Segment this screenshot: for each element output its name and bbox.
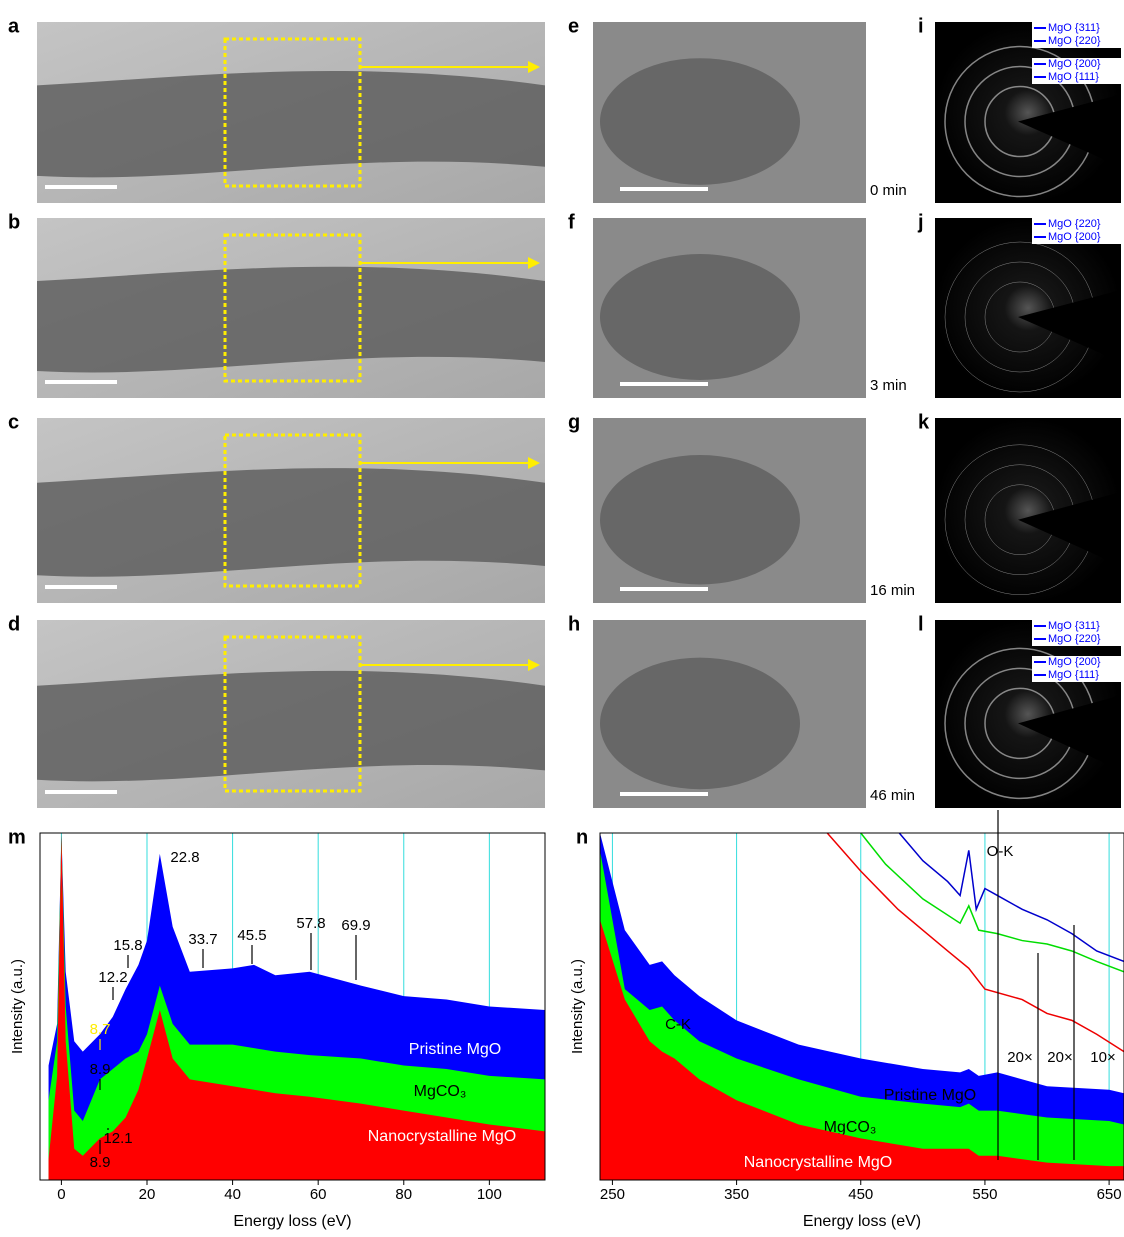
y-axis-label: Intensity (a.u.) [569,959,586,1054]
scale-bar [45,185,117,189]
x-tick-label: 0 [57,1186,65,1203]
scale-bar [620,587,708,591]
ring-label: MgO {311} [1048,22,1100,34]
scale-bar [45,380,117,384]
scale-bar [620,382,708,386]
scale-bar [620,187,708,191]
annotation: 8.7 [90,1021,111,1038]
annotation: 15.8 [113,937,142,954]
x-tick-label: 40 [224,1186,241,1203]
ring-label: MgO {311} [1048,620,1100,632]
annotation: 20× [1047,1049,1072,1066]
panel-label: l [918,613,924,635]
fiber [37,671,545,781]
annotation: 57.8 [296,915,325,932]
annotation: 69.9 [341,917,370,934]
ring-label: MgO {200} [1048,58,1101,70]
x-tick-label: 60 [310,1186,327,1203]
annotation: 12.1 [103,1130,132,1147]
annotation: 33.7 [188,931,217,948]
annotation: 22.8 [170,849,199,866]
series-label: Nanocrystalline MgO [368,1128,517,1145]
figure: ae0 miniMgO {311}MgO {220}MgO {200}MgO {… [0,0,1124,1232]
particle [600,58,800,185]
panel-label: d [8,613,20,635]
panel-label: f [568,211,575,233]
panel-label: i [918,15,924,37]
y-axis-label: Intensity (a.u.) [9,959,26,1054]
ring-label: MgO {200} [1048,656,1101,668]
scale-bar [45,585,117,589]
annotation: 45.5 [237,927,266,944]
panel-label: a [8,15,20,37]
annotation: 8.9 [90,1154,111,1171]
panel-label: h [568,613,580,635]
panel-label: g [568,411,580,433]
ring-label: MgO {220} [1048,633,1101,645]
x-axis-label: Energy loss (eV) [233,1213,351,1230]
x-tick-label: 20 [139,1186,156,1203]
particle [600,658,800,790]
ring-label: MgO {111} [1048,669,1099,681]
annotation: 20× [1007,1049,1032,1066]
annotation: 10× [1090,1049,1115,1066]
annotation: 8.9 [90,1061,111,1078]
particle [600,455,800,585]
ring-label: MgO {220} [1048,35,1101,47]
panel-label: n [576,826,588,848]
ring-label: MgO {220} [1048,218,1101,230]
x-tick-label: 80 [395,1186,412,1203]
annotation: 12.2 [98,969,127,986]
particle [600,254,800,380]
scale-bar [620,792,708,796]
x-tick-label: 650 [1097,1186,1122,1203]
time-label: 0 min [870,182,907,199]
series-label: Pristine MgO [409,1041,501,1058]
annotation: O-K [987,843,1014,860]
series-label: MgCO₃ [414,1083,467,1100]
x-tick-label: 100 [477,1186,502,1203]
time-label: 3 min [870,377,907,394]
x-tick-label: 550 [972,1186,997,1203]
panel-label: m [8,826,26,848]
ring-label: MgO {200} [1048,231,1101,243]
annotation: C-K [665,1016,691,1033]
scale-bar [45,790,117,794]
panel-label: b [8,211,20,233]
fiber [37,267,545,373]
fiber [37,71,545,177]
panel-label: j [917,211,924,233]
x-axis-label: Energy loss (eV) [803,1213,921,1230]
chart: 0 20 40 60 80 100 Pristine MgO MgCO₃ Nanocrystal… [8,826,545,1230]
ring-label: MgO {111} [1048,71,1099,83]
x-tick-label: 350 [724,1186,749,1203]
fiber [37,468,545,577]
time-label: 16 min [870,582,915,599]
x-tick-label: 250 [600,1186,625,1203]
time-label: 46 min [870,787,915,804]
series-label: Nanocrystalline MgO [744,1154,893,1171]
panel-label: e [568,15,579,37]
panel-label: c [8,411,19,433]
panel-label: k [918,411,930,433]
x-tick-label: 450 [848,1186,873,1203]
